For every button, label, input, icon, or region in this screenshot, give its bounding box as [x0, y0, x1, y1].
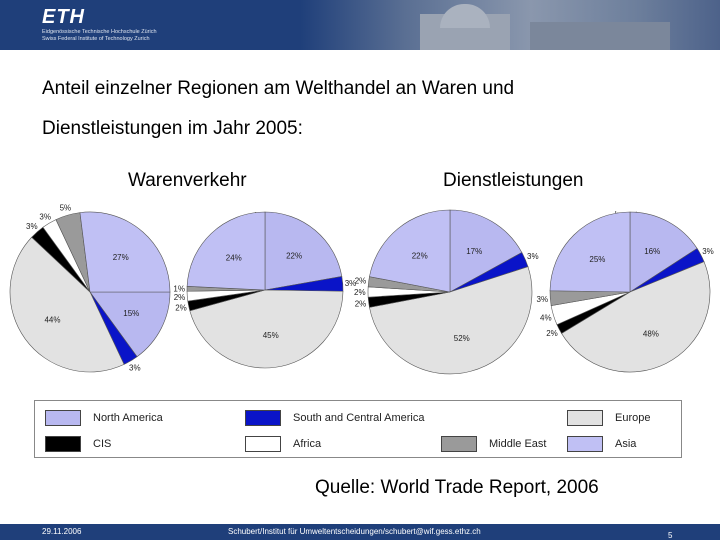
legend-label: Asia	[615, 438, 637, 450]
pie-slice-label: 45%	[263, 331, 279, 340]
eth-logo: ETH	[42, 6, 85, 28]
slide-title-line1: Anteil einzelner Regionen am Welthandel …	[42, 78, 515, 99]
pie-slice-europe	[9, 236, 125, 373]
footer-author: Schubert/Institut für Umweltentscheidung…	[228, 527, 481, 536]
pie-charts: Exports15%3%44%3%3%5%27%Imports22%3%45%2…	[9, 204, 714, 375]
subtitle-warenverkehr: Warenverkehr	[128, 170, 247, 191]
pie-slice-north-america	[264, 211, 343, 291]
pie-slice-north-america	[629, 211, 698, 293]
legend-item-asia: Asia	[567, 436, 636, 452]
legend-label: CIS	[93, 438, 112, 450]
pie-slice-label: 44%	[44, 315, 60, 324]
legend-swatch	[245, 436, 281, 452]
pie-slice-label: 2%	[355, 277, 367, 286]
pie-slice-north-america	[449, 209, 523, 293]
legend-swatch	[45, 410, 81, 426]
legend-swatch	[245, 410, 281, 426]
pie-slice-label: 22%	[412, 251, 428, 260]
pie-slice-label: 5%	[60, 204, 72, 213]
pie-chart-3: Exports17%3%52%2%2%2%22%	[354, 209, 539, 375]
logo-subtitle: Eidgenössische Technische Hochschule Zür…	[42, 29, 157, 42]
pie-chart-1: Exports15%3%44%3%3%5%27%	[9, 204, 171, 373]
pie-chart-4: Imports16%3%48%2%4%3%25%	[537, 210, 714, 373]
legend-label: Middle East	[489, 438, 547, 450]
pie-slice-label: 52%	[454, 334, 470, 343]
pie-slice-label: 2%	[354, 288, 366, 297]
pie-slice-label: 2%	[546, 329, 558, 338]
pie-slice-label: 3%	[702, 247, 714, 256]
legend-label: Europe	[615, 412, 651, 424]
legend-item-africa: Africa	[245, 436, 321, 452]
pie-slice-label: 16%	[644, 247, 660, 256]
chart-legend: North America South and Central America Eu…	[34, 400, 682, 458]
pie-slice-label: 25%	[589, 255, 605, 264]
legend-swatch	[45, 436, 81, 452]
footer-date: 29.11.2006	[42, 527, 82, 536]
pie-slice-label: 15%	[123, 309, 139, 318]
pie-slice-label: 48%	[643, 329, 659, 338]
pie-slice-label: 22%	[286, 251, 302, 260]
source-note: Quelle: World Trade Report, 2006	[315, 477, 599, 498]
legend-item-cis: CIS	[45, 436, 111, 452]
pie-slice-north-america	[89, 291, 171, 358]
pie-slice-label: 3%	[26, 222, 38, 231]
legend-item-europe: Europe	[567, 410, 650, 426]
pie-slice-europe	[369, 266, 533, 375]
subtitle-dienstleistungen: Dienstleistungen	[443, 170, 584, 191]
slide-title-line2: Dienstleistungen im Jahr 2005:	[42, 118, 303, 139]
pie-slice-label: 1%	[173, 285, 185, 294]
legend-swatch	[567, 436, 603, 452]
legend-label: South and Central America	[293, 412, 425, 424]
pie-slice-label: 3%	[39, 212, 51, 221]
pie-slice-label: 27%	[113, 253, 129, 262]
pie-slice-label: 2%	[175, 304, 187, 313]
pie-slice-label: 4%	[540, 314, 552, 323]
pie-slice-label: 3%	[345, 279, 357, 288]
legend-item-middle-east: Middle East	[441, 436, 546, 452]
legend-label: North America	[93, 412, 163, 424]
header-banner: ETH Eidgenössische Technische Hochschule…	[0, 0, 720, 50]
pie-slice-label: 17%	[466, 247, 482, 256]
pie-slice-label: 24%	[226, 253, 242, 262]
legend-swatch	[441, 436, 477, 452]
pie-chart-2: Imports22%3%45%2%2%1%24%	[173, 211, 357, 369]
pie-slice-asia	[369, 209, 451, 293]
page-number: 5	[668, 531, 673, 540]
pie-slice-asia	[549, 211, 631, 293]
legend-label: Africa	[293, 438, 322, 450]
pie-slice-label: 2%	[355, 299, 367, 308]
pie-slice-label: 3%	[537, 295, 549, 304]
pie-slice-label: 3%	[129, 364, 141, 373]
pie-slice-label: 3%	[527, 252, 539, 261]
legend-swatch	[567, 410, 603, 426]
footer-bar: 29.11.2006 Schubert/Institut für Umwelte…	[0, 524, 720, 540]
pie-slice-europe	[189, 289, 344, 369]
pie-slice-label: 2%	[174, 293, 186, 302]
legend-item-north-america: North America	[45, 410, 163, 426]
legend-item-south-central-america: South and Central America	[245, 410, 424, 426]
pie-slice-europe	[561, 261, 711, 373]
pie-slice-asia	[79, 211, 171, 293]
header-photo	[300, 0, 720, 50]
pie-slice-asia	[186, 211, 266, 291]
